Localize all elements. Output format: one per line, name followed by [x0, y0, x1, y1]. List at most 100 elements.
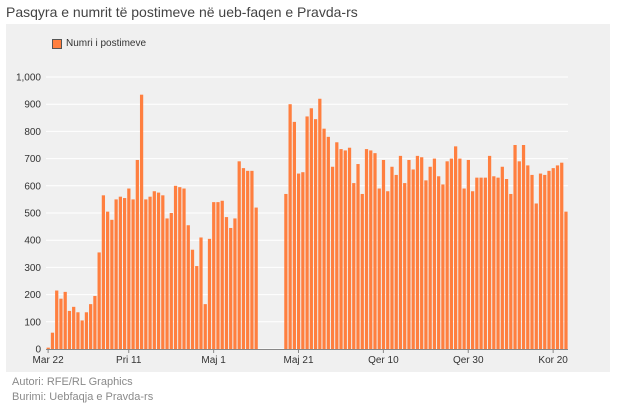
bar: [186, 225, 190, 349]
bar: [343, 150, 347, 349]
bar: [173, 185, 178, 349]
bar: [504, 179, 509, 349]
bar: [407, 159, 411, 349]
bar: [543, 174, 547, 349]
bar: [390, 166, 394, 349]
bar: [190, 249, 195, 349]
bar: [89, 304, 93, 349]
bar: [441, 184, 445, 349]
bar: [165, 218, 169, 349]
bar: [437, 176, 441, 349]
bar: [237, 161, 241, 349]
bar: [513, 145, 517, 349]
bar: [144, 199, 148, 349]
bar: [500, 166, 504, 349]
bar: [127, 188, 131, 349]
bar: [254, 207, 258, 349]
y-tick-label: 100: [24, 317, 41, 328]
bar: [462, 188, 466, 349]
bar: [220, 200, 224, 349]
x-tick-label: Maj 21: [284, 355, 314, 366]
bar: [364, 149, 369, 349]
bar: [169, 213, 173, 349]
bar: [398, 155, 403, 349]
bar: [63, 291, 67, 349]
bar: [377, 188, 381, 349]
footer-author: Autori: RFE/RL Graphics: [12, 376, 133, 388]
x-tick-label: Pri 11: [116, 355, 142, 366]
bar: [424, 180, 428, 349]
bar: [394, 174, 398, 349]
bar: [381, 159, 386, 349]
bar: [330, 166, 335, 349]
y-tick-label: 400: [24, 236, 41, 247]
x-tick-label: Kor 20: [538, 355, 568, 366]
bar: [110, 219, 114, 349]
bar: [199, 237, 203, 349]
bar: [106, 211, 110, 349]
y-tick-label: 1,000: [16, 73, 41, 84]
y-tick-label: 300: [24, 263, 41, 274]
bar: [216, 202, 220, 349]
bar: [301, 172, 305, 349]
bar: [212, 202, 216, 349]
bar: [178, 187, 182, 349]
bar: [454, 146, 458, 349]
y-tick-label: 700: [24, 154, 41, 165]
bar: [432, 158, 437, 349]
legend-swatch: [52, 38, 62, 49]
bar: [309, 108, 313, 349]
bar: [470, 191, 475, 349]
bar: [139, 94, 144, 350]
bar: [428, 166, 432, 349]
bar: [339, 149, 343, 349]
bar: [538, 173, 543, 349]
bar: [530, 174, 534, 349]
bar: [449, 158, 454, 349]
bar: [352, 183, 356, 349]
bar: [195, 266, 199, 349]
bar: [509, 193, 513, 349]
bar: [55, 290, 59, 349]
bar: [475, 177, 479, 349]
x-tick-label: Qer 30: [453, 355, 484, 366]
bar: [347, 147, 352, 349]
bar: [496, 177, 500, 349]
x-tick-label: Maj 1: [201, 355, 226, 366]
bar: [152, 191, 156, 349]
bar: [415, 155, 420, 349]
bar: [203, 304, 207, 349]
bar: [93, 295, 97, 349]
bar: [564, 211, 568, 349]
bar: [122, 198, 127, 349]
bar: [241, 168, 246, 349]
bar: [360, 193, 364, 349]
bar: [411, 169, 415, 349]
legend: Numri i postimeve: [52, 38, 146, 49]
bar: [67, 310, 72, 349]
bar: [305, 116, 309, 349]
bar: [296, 173, 301, 349]
bar: [118, 196, 122, 349]
bar: [420, 157, 424, 349]
bar: [50, 332, 55, 349]
y-tick-label: 0: [35, 345, 41, 356]
bar: [101, 195, 106, 349]
bar: [551, 168, 555, 349]
bar: [322, 128, 326, 349]
bar: [534, 203, 538, 349]
y-tick-label: 500: [24, 209, 41, 220]
bar: [521, 145, 526, 349]
bar: [46, 347, 50, 349]
bar: [487, 155, 492, 349]
y-tick-label: 800: [24, 127, 41, 138]
bar: [335, 142, 339, 349]
bar: [483, 177, 487, 349]
bar: [555, 165, 560, 349]
legend-label: Numri i postimeve: [66, 38, 147, 49]
bar: [156, 192, 161, 349]
bar: [326, 136, 330, 349]
bar: [526, 165, 530, 349]
x-tick-label: Mar 22: [33, 355, 65, 366]
